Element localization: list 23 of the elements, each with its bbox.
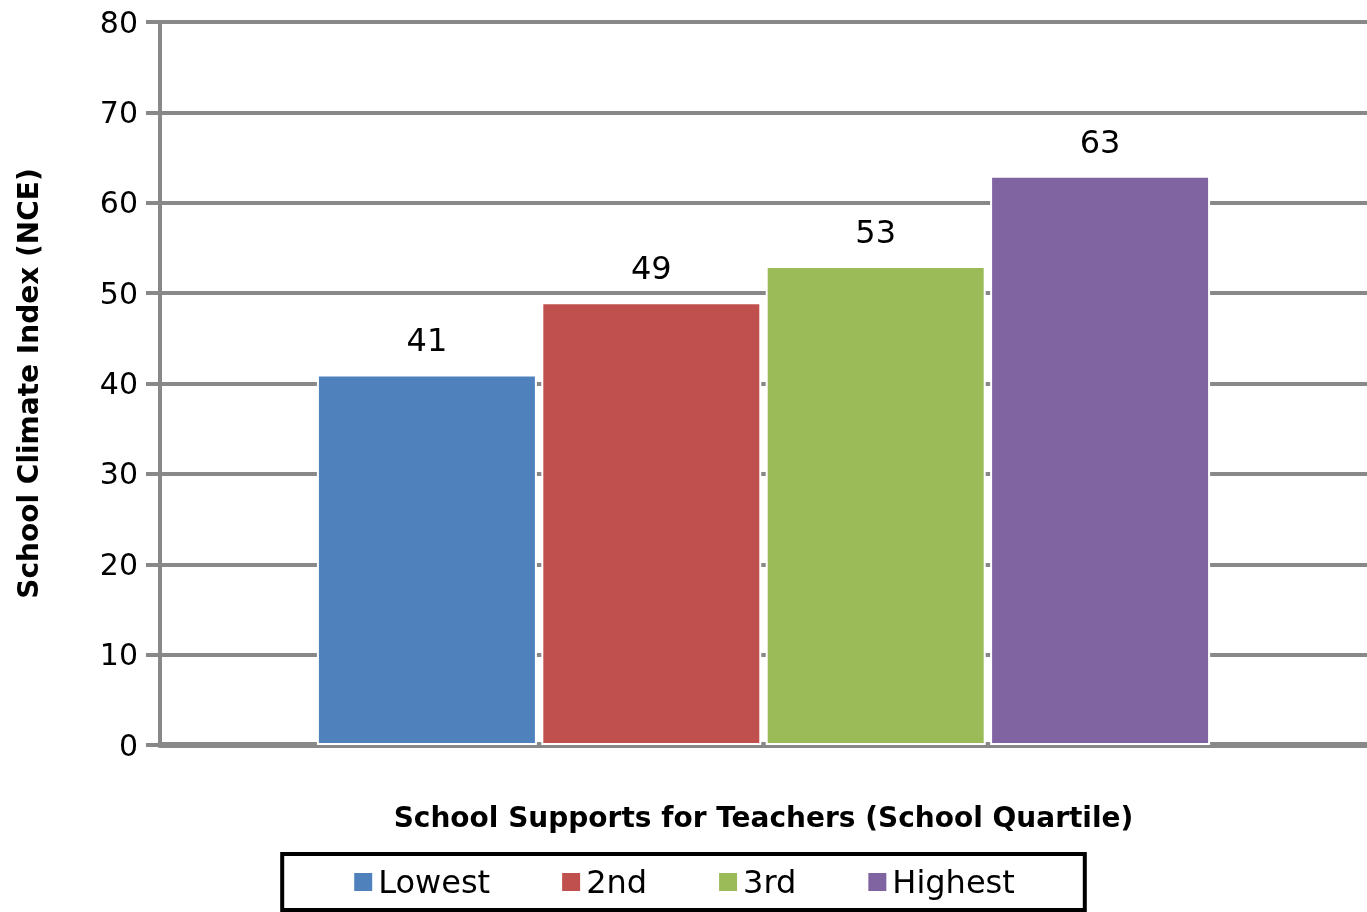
legend-label: 3rd [743,863,797,901]
legend-label: Highest [892,863,1015,901]
y-tick-label: 60 [99,185,138,221]
y-tick-label: 50 [99,275,138,311]
y-tick-label: 10 [99,637,138,673]
y-tick-label: 70 [99,94,138,130]
data-label: 63 [1079,122,1121,161]
bar [765,266,986,745]
y-tick-label: 20 [99,546,138,582]
y-axis-title: School Climate Index (NCE) [11,168,45,599]
data-label: 53 [855,213,897,252]
legend-label: Lowest [378,863,491,901]
bar [316,374,537,745]
data-label: 49 [630,249,672,288]
x-axis-title: School Supports for Teachers (School Quartile) [393,800,1134,834]
legend-label: 2nd [586,863,648,901]
y-tick-label: 80 [99,4,138,40]
y-tick-label: 30 [99,456,138,492]
bar [541,302,762,745]
bar [990,175,1211,745]
y-tick-label: 40 [99,366,138,401]
data-label: 41 [406,321,448,360]
y-tick-label: 0 [118,727,138,763]
